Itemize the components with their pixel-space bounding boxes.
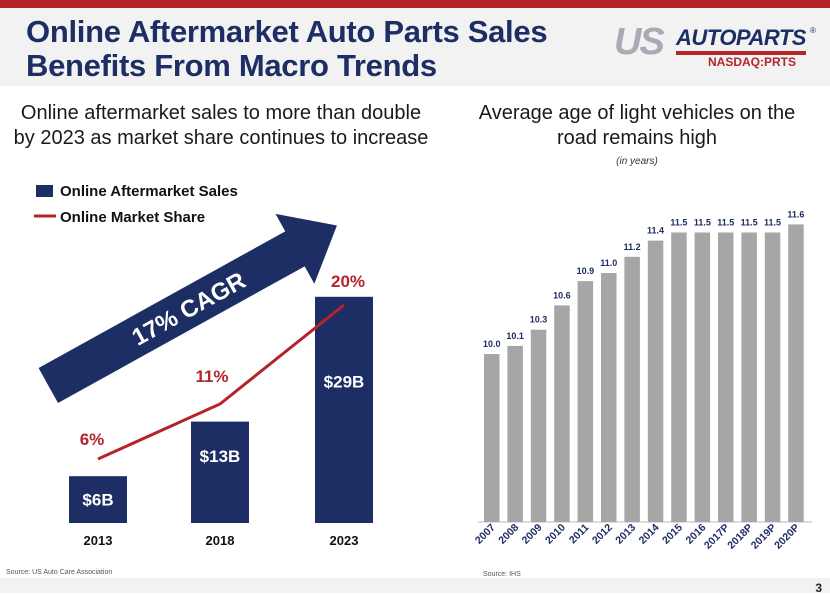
share-label-2013: 6%: [80, 430, 105, 449]
age-bar-2014: [647, 240, 664, 522]
sales-x-tick-2013: 2013: [84, 533, 113, 548]
age-bar-label-2018P: 11.5: [741, 218, 758, 228]
age-bar-2019P: [764, 232, 781, 522]
cagr-arrow-shape: [38, 213, 337, 404]
share-line: [97, 303, 345, 461]
legend-swatch-sales: [36, 185, 53, 197]
age-bar-label-2007: 10.0: [483, 339, 501, 349]
left-subtitle-line-1: Online aftermarket sales to more than do…: [20, 102, 422, 124]
sales-x-tick-2023: 2023: [330, 533, 359, 548]
sales-bar-label-2018: $13B: [200, 447, 241, 466]
age-x-tick-2007: 2007: [473, 522, 498, 547]
cagr-arrow: 17% CAGR: [38, 213, 337, 404]
age-bar-label-2011: 10.9: [577, 266, 595, 276]
sales-bar-2013: [69, 476, 127, 523]
age-bar-2012: [601, 273, 617, 522]
logo-registered-mark: ®: [810, 26, 816, 35]
page-title: Online Aftermarket Auto Parts Sales Bene…: [26, 15, 586, 83]
age-x-tick-2014: 2014: [637, 522, 662, 547]
sales-bar-2018: [191, 421, 249, 523]
age-x-tick-2010: 2010: [543, 522, 568, 547]
age-bar-label-2020P: 11.6: [787, 209, 804, 219]
units-note: (in years): [616, 156, 658, 167]
age-bar-label-2015: 11.5: [670, 218, 687, 228]
age-bar-label-2014: 11.4: [647, 226, 664, 236]
age-bar-2013: [624, 256, 640, 522]
age-x-tick-2017P: 2017P: [702, 522, 732, 552]
legend-label-sales: Online Aftermarket Sales: [60, 183, 238, 200]
left-source-note: Source: US Auto Care Association: [6, 569, 113, 576]
page-title-line-1: Online Aftermarket Auto Parts Sales: [26, 14, 548, 49]
sales-bar-label-2013: $6B: [82, 491, 113, 510]
age-x-tick-2020P: 2020P: [772, 522, 802, 552]
age-bar-2018P: [741, 232, 757, 522]
share-label-2023: 20%: [331, 272, 365, 291]
sales-x-tick-2018: 2018: [206, 533, 235, 548]
page-number: 3: [815, 581, 822, 595]
age-bar-label-2013: 11.2: [624, 242, 641, 252]
right-subtitle-line-1: Average age of light vehicles on the: [478, 102, 796, 124]
age-bar-label-2016: 11.5: [694, 218, 711, 228]
age-x-tick-2016: 2016: [683, 522, 708, 547]
age-bar-label-2008: 10.1: [506, 331, 524, 341]
age-bar-2007: [484, 354, 500, 522]
age-x-tick-2019P: 2019P: [749, 522, 779, 552]
age-x-tick-2012: 2012: [590, 522, 615, 547]
footer-band: [0, 578, 830, 593]
right-source-note: Source: IHS: [483, 571, 521, 578]
page-title-line-2: Benefits From Macro Trends: [26, 48, 437, 83]
age-bar-2015: [671, 232, 687, 522]
top-accent-bar: [0, 0, 830, 8]
sales-bar-label-2023: $29B: [324, 372, 365, 391]
age-bar-2011: [577, 281, 594, 522]
age-bar-2010: [554, 305, 570, 522]
age-bar-label-2009: 10.3: [530, 315, 548, 325]
age-x-tick-2013: 2013: [613, 522, 638, 547]
share-label-2018: 11%: [195, 367, 228, 386]
age-bar-2020P: [788, 224, 804, 522]
age-x-tick-2008: 2008: [496, 522, 521, 547]
age-bar-2008: [507, 345, 523, 522]
header-band: [0, 8, 830, 86]
age-bar-label-2019P: 11.5: [764, 218, 781, 228]
left-subtitle: Online aftermarket sales to more than do…: [12, 101, 430, 151]
right-subtitle-line-2: road remains high: [556, 127, 718, 149]
logo-autoparts-text: AUTOPARTS: [676, 25, 806, 55]
age-bar-2017P: [718, 232, 734, 522]
age-bar-2016: [694, 232, 711, 522]
age-x-tick-2011: 2011: [567, 522, 592, 547]
right-subtitle: Average age of light vehicles on the roa…: [460, 101, 814, 151]
age-bar-label-2010: 10.6: [553, 290, 571, 300]
age-x-tick-2015: 2015: [660, 522, 685, 547]
sales-bar-2023: [315, 296, 373, 523]
ticker-symbol: NASDAQ:PRTS: [708, 55, 797, 69]
age-bar-2009: [530, 329, 547, 522]
logo-us-text: US: [614, 21, 665, 63]
company-logo: US AUTOPARTS ® NASDAQ:PRTS: [614, 22, 819, 74]
legend-label-share: Online Market Share: [60, 209, 205, 226]
age-x-tick-2018P: 2018P: [725, 522, 755, 552]
left-subtitle-line-2: by 2023 as market share continues to inc…: [13, 127, 429, 149]
cagr-arrow-label: 17% CAGR: [128, 267, 251, 351]
age-bar-label-2012: 11.0: [600, 258, 617, 268]
age-bar-label-2017P: 11.5: [717, 218, 734, 228]
age-x-tick-2009: 2009: [520, 522, 545, 547]
